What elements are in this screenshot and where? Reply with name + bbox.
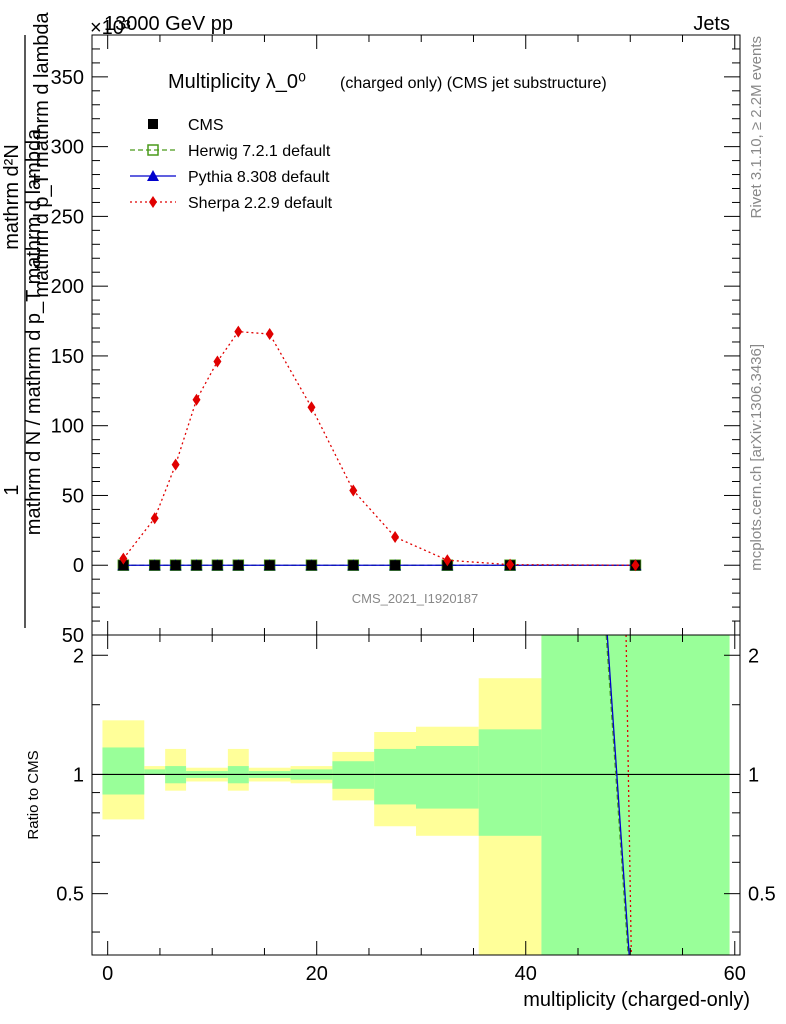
ratio-ytick-label-right: 0.5: [748, 884, 776, 906]
main-ytick-label: 150: [51, 346, 84, 368]
data-point: [234, 325, 243, 338]
main-y-axis: 50 0 50 100 150 200 250 300 350: [51, 35, 740, 647]
data-point: [390, 560, 401, 571]
ratio-axes: 0.5 0.51 12 20 20 40 60: [56, 635, 776, 985]
legend-label: Pythia 8.308 default: [188, 169, 330, 186]
data-point: [265, 328, 274, 341]
data-point: [213, 355, 222, 368]
main-ytick-label: 50: [62, 625, 84, 647]
ratio-lines-layer: [605, 635, 632, 955]
mcplots-label: mcplots.cern.ch [arXiv:1306.3436]: [748, 344, 765, 571]
main-y-axis-title: 1 mathrm d N / mathrm d p_T mathrm d lam…: [1, 11, 53, 628]
ylabel-denominator: mathrm d N / mathrm d p_T mathrm d lambd…: [23, 128, 45, 535]
series-sherpa-2-2-9-default: [119, 325, 640, 572]
ratio-ytick-label: 0.5: [56, 884, 84, 906]
legend-marker: [147, 170, 159, 181]
data-point: [348, 560, 359, 571]
ratio-xtick-label: 0: [102, 963, 113, 985]
uncertainty-band-inner: [478, 729, 542, 836]
legend-label: Herwig 7.2.1 default: [188, 143, 331, 160]
main-ytick-label: 250: [51, 206, 84, 228]
exponent-marker: ×10³: [90, 17, 131, 39]
data-point: [119, 552, 128, 565]
data-point: [212, 560, 223, 571]
ratio-ytick-label-right: 2: [748, 645, 759, 667]
ratio-xtick-label: 60: [724, 963, 746, 985]
ratio-line-pythia-8-308-default: [606, 635, 630, 955]
legend-label: CMS: [188, 117, 224, 134]
main-ytick-label: 350: [51, 67, 84, 89]
ratio-y-axis-title: Ratio to CMS: [25, 750, 42, 839]
data-point: [150, 512, 159, 525]
main-ytick-label: 300: [51, 137, 84, 159]
main-panel: 50 0 50 100 150 200 250 300 350 Multiplicity λ_0…: [51, 34, 741, 647]
ylabel-numerator: 1: [1, 484, 23, 495]
rivet-label: Rivet 3.1.10, ≥ 2.2M events: [748, 36, 765, 219]
main-subtitle: (charged only) (CMS jet substructure): [340, 75, 607, 92]
data-point: [149, 560, 160, 571]
ratio-ytick-label: 2: [73, 645, 84, 667]
data-point: [264, 560, 275, 571]
ratio-line-herwig-7-2-1-default: [605, 635, 629, 955]
series-line: [122, 330, 636, 566]
uncertainty-band-inner: [374, 748, 416, 805]
ratio-ytick-label-right: 1: [748, 764, 759, 786]
legend-entry: Pythia 8.308 default: [130, 169, 330, 186]
legend-entry: Sherpa 2.2.9 default: [130, 195, 333, 212]
data-point: [170, 560, 181, 571]
ratio-panel: 0.5 0.51 12 20 20 40 60: [56, 634, 776, 985]
ratio-frame: [91, 634, 741, 956]
main-ytick-label: 50: [62, 485, 84, 507]
data-point: [506, 558, 515, 571]
ratio-xtick-label: 40: [515, 963, 537, 985]
data-point: [171, 458, 180, 471]
main-ytick-label: 200: [51, 276, 84, 298]
legend-label: Sherpa 2.2.9 default: [188, 195, 333, 212]
legend-marker: [147, 144, 159, 156]
data-point: [192, 393, 201, 406]
data-point: [443, 554, 452, 567]
legend-marker: [149, 196, 157, 208]
ratio-line-sherpa-2-2-9-default: [625, 635, 632, 955]
ratio-ytick-label: 1: [73, 764, 84, 786]
data-point: [306, 560, 317, 571]
ratio-band-layer: [102, 635, 730, 955]
uncertainty-band-inner: [102, 747, 145, 795]
main-title: Multiplicity λ_0⁰: [168, 71, 306, 93]
data-point: [307, 401, 316, 414]
x-axis-title: multiplicity (charged-only): [523, 989, 750, 1011]
legend-entry: Herwig 7.2.1 default: [130, 143, 331, 160]
uncertainty-band-inner: [144, 769, 166, 775]
ratio-xtick-label: 20: [306, 963, 328, 985]
legend: CMS Herwig 7.2.1 default Pythia 8.308 defa…: [130, 117, 333, 212]
uncertainty-band-inner: [416, 745, 479, 809]
data-point: [118, 560, 129, 571]
legend-entry: CMS: [148, 117, 224, 134]
data-point: [349, 484, 358, 497]
data-point: [391, 531, 400, 544]
ylabel-denominator-2: mathrm d p_T mathrm d lambda: [31, 11, 53, 297]
legend-marker: [148, 119, 158, 129]
ylabel-numerator-2: mathrm d²N: [1, 144, 23, 250]
main-ytick-label: 100: [51, 416, 84, 438]
uncertainty-band-inner: [541, 635, 730, 955]
main-series-layer: [117, 325, 642, 572]
data-point: [233, 560, 244, 571]
data-point: [191, 560, 202, 571]
watermark: CMS_2021_I1920187: [352, 591, 479, 606]
data-point: [631, 559, 640, 572]
energy-label: 13000 GeV pp: [104, 13, 233, 35]
category-label: Jets: [693, 13, 730, 35]
main-ytick-label: 0: [73, 555, 84, 577]
